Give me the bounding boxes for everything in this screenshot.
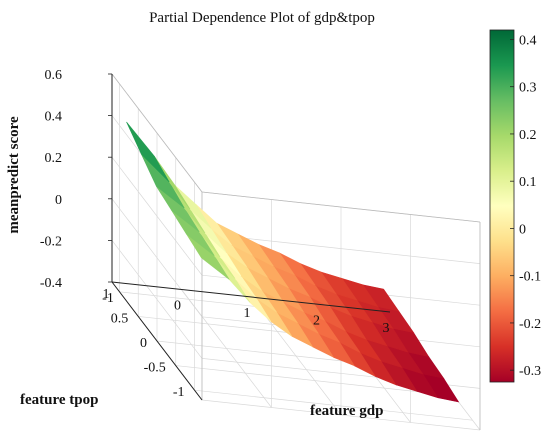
z-tick-label: 0.6 xyxy=(45,68,63,83)
z-tick-label: 0.4 xyxy=(45,110,63,125)
axes-lines xyxy=(111,74,391,401)
x-axis-line xyxy=(111,281,391,313)
grid-line xyxy=(111,240,203,359)
y-axis-line xyxy=(111,281,203,401)
y-tick-label: 0.5 xyxy=(111,311,129,326)
colorbar-ticks: -0.3 -0.2 -0.1 0 0.1 0.2 0.3 0.4 xyxy=(510,33,541,379)
x-tick-label: -1 xyxy=(102,291,114,306)
colorbar-tick-label: 0.1 xyxy=(519,175,537,190)
grid-line xyxy=(194,389,473,421)
grid-line xyxy=(201,233,481,264)
y-tick-label: -1 xyxy=(173,385,185,400)
chart-title: Partial Dependence Plot of gdp&tpop xyxy=(149,10,375,26)
surface-patch xyxy=(126,121,170,183)
y-axis-label: feature tpop xyxy=(20,392,98,408)
colorbar-tick-label: -0.3 xyxy=(519,364,541,379)
z-tick-label: -0.2 xyxy=(40,234,62,249)
colorbar-tick-label: 0 xyxy=(519,222,526,237)
tick-labels: -0.4-0.200.20.40.6-1 0 1 2 3-1-0.500.51 xyxy=(40,68,390,400)
colorbar-tick-label: 0.4 xyxy=(519,33,537,48)
y-tick-label: 0 xyxy=(140,336,147,351)
colorbar-tick-label: -0.1 xyxy=(519,270,541,285)
colorbar xyxy=(489,29,515,383)
z-tick-label: 0 xyxy=(55,193,62,208)
colorbar-tick-label: 0.3 xyxy=(519,81,537,96)
z-tick-label: -0.4 xyxy=(40,276,62,291)
x-axis-label: feature gdp xyxy=(310,403,383,419)
grid-line xyxy=(175,365,454,396)
surface-patch xyxy=(141,153,185,209)
x-tick-label: 2 xyxy=(313,314,320,329)
z-tick-label: 0.2 xyxy=(45,151,63,166)
box-edge xyxy=(111,73,203,193)
y-tick-label: -0.5 xyxy=(144,361,166,376)
colorbar-tick-label: 0.2 xyxy=(519,128,537,143)
z-axis-label: meanpredict score xyxy=(6,116,22,234)
y-tick-label: 1 xyxy=(103,287,110,302)
colorbar-tick-label: -0.2 xyxy=(519,317,541,332)
x-tick-label: 3 xyxy=(383,321,390,336)
grid-line xyxy=(111,156,203,276)
x-tick-label: 0 xyxy=(174,299,181,314)
box-edge xyxy=(201,191,481,223)
x-tick-label: 1 xyxy=(244,306,251,321)
surface-plot xyxy=(126,121,460,403)
